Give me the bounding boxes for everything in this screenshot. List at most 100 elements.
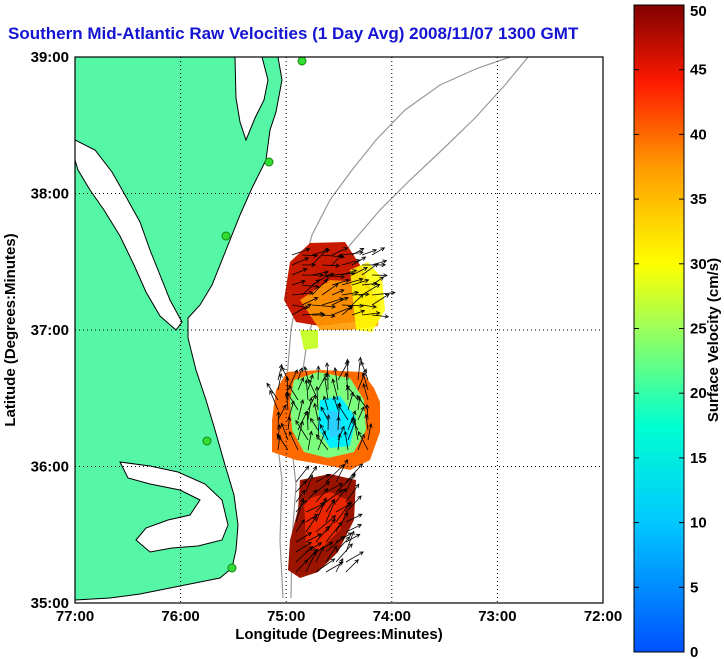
colorbar-tick-label: 35 [690,191,707,208]
velocity-arrow-head [361,371,366,377]
velocity-arrow-head [299,420,304,426]
velocity-arrow-head [337,433,342,438]
velocity-arrow [286,392,299,411]
velocity-arrow-head [365,403,370,409]
velocity-arrow [371,293,390,306]
velocity-arrow [321,254,345,258]
velocity-arrow-head [358,463,364,468]
velocity-arrow-head [348,305,354,310]
velocity-arrow-head [323,376,328,381]
velocity-arrow-head [308,396,313,402]
velocity-arrow-head [298,367,303,373]
velocity-arrow [305,466,317,483]
velocity-arrow-head [290,400,295,406]
y-tick-label: 36:00 [31,459,69,476]
velocity-arrow-head [305,247,311,252]
velocity-arrow-head [288,384,293,390]
velocity-arrow-head [295,419,300,425]
velocity-arrow [321,314,335,317]
velocity-arrow-head [309,474,314,480]
velocity-arrow [307,374,314,391]
velocity-arrow [295,465,310,483]
velocity-arrow [315,542,333,553]
velocity-arrow-head [343,296,349,301]
velocity-arrow [347,420,356,441]
y-axis-label: Latitude (Degrees:Minutes) [2,233,19,426]
velocity-arrow [371,276,384,286]
velocity-arrow-head [340,425,345,431]
colorbar-tick-label: 20 [690,385,707,402]
velocity-arrow-head [320,545,324,551]
velocity-arrow-head [314,385,320,391]
velocity-arrow-head [352,269,358,274]
velocity-arrow-head [351,471,356,477]
velocity-arrow [357,357,361,381]
velocity-arrow-head [339,289,345,294]
x-tick-label: 72:00 [584,608,622,625]
velocity-arrow-head [325,372,330,378]
velocity-arrow [345,483,360,503]
velocity-arrow-head [364,278,370,283]
velocity-arrow [361,312,380,316]
velocity-arrow-head [352,410,357,415]
velocity-arrow-head [286,416,292,422]
velocity-arrow [341,278,363,286]
velocity-arrow-head [343,511,349,517]
velocity-arrow [306,411,309,431]
velocity-arrow-head [380,247,386,252]
velocity-arrow-head [333,366,338,372]
velocity-arrow-head [309,373,314,379]
velocity-arrow [335,501,352,523]
velocity-arrow-head [336,416,341,421]
velocity-arrow [345,559,359,573]
velocity-arrow-head [365,292,370,297]
velocity-arrow [266,383,279,401]
velocity-arrow [335,536,350,553]
velocity-arrow [295,519,305,533]
velocity-arrow-head [390,290,396,296]
velocity-arrow-head [300,519,305,524]
velocity-arrow-head [384,293,390,298]
velocity-arrow [305,516,317,533]
colorbar-tick-label: 0 [690,644,698,659]
velocity-arrow-head [338,253,343,259]
velocity-arrow-head [343,430,348,436]
velocity-arrow [324,376,329,401]
velocity-arrow [287,401,295,421]
velocity-arrow-head [372,304,377,309]
velocity-arrow-head [315,284,320,289]
velocity-arrow [335,474,356,493]
velocity-arrow [357,434,365,451]
station-marker [297,57,307,66]
velocity-arrow-head [316,365,321,371]
velocity-arrow-head [368,423,373,428]
velocity-arrow [304,366,309,381]
velocity-arrow-head [362,382,367,388]
velocity-arrow-head [356,394,361,400]
velocity-arrow-head [339,558,344,563]
colorbar-tick-label: 5 [690,579,698,596]
velocity-arrow-head [379,276,385,281]
velocity-arrow-head [354,290,360,296]
velocity-arrow-head [266,382,271,388]
y-axis-ticks: 35:00 36:00 37:00 38:00 39:00 [31,49,69,612]
velocity-arrow-head [360,433,365,439]
velocity-arrow-head [345,536,351,541]
velocity-arrow-head [276,433,281,439]
velocity-arrow [371,314,389,318]
velocity-arrow [363,383,369,401]
x-axis-ticks: 77:00 76:00 75:00 74:00 73:00 72:00 [56,608,622,625]
velocity-arrow [295,546,314,563]
velocity-arrow [317,372,328,391]
velocity-arrow-head [372,248,378,254]
velocity-arrow [345,495,362,513]
velocity-arrow [277,373,282,391]
velocity-arrow [341,269,357,276]
colorbar-tick-label: 10 [690,515,707,532]
velocity-arrow-head [342,487,347,493]
velocity-arrow-head [312,515,317,521]
velocity-arrow [341,305,354,316]
velocity-arrow-head [285,376,290,381]
velocity-arrow-head [324,274,330,279]
velocity-arrow [305,379,309,401]
